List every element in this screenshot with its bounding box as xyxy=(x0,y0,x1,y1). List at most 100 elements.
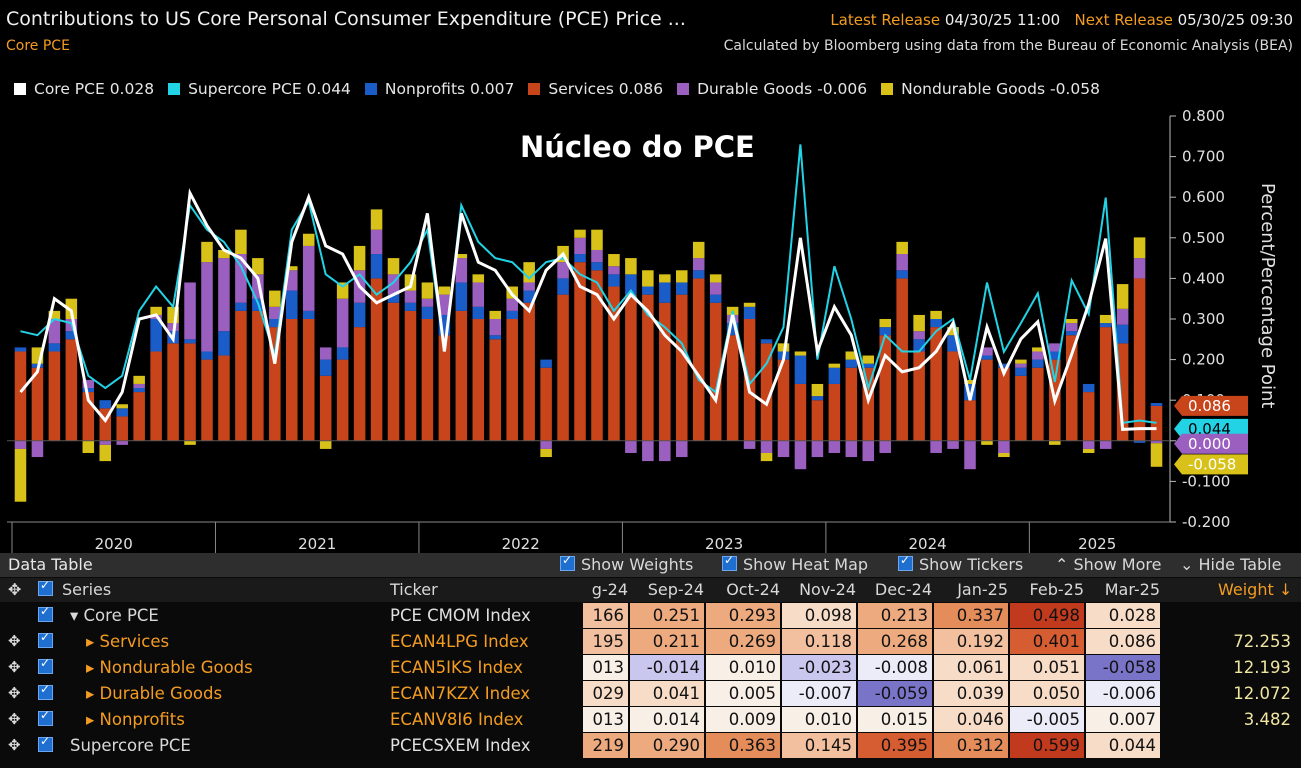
bar-nonprofits xyxy=(523,290,535,303)
x-year-label: 2023 xyxy=(705,535,743,553)
month-column-header[interactable]: Nov-24 xyxy=(799,580,856,599)
month-column-header[interactable]: Oct-24 xyxy=(726,580,780,599)
ticker-column-header[interactable]: Ticker xyxy=(390,580,438,599)
show-heat-map-toggle[interactable]: Show Heat Map xyxy=(722,553,868,574)
checkbox-icon xyxy=(560,553,575,571)
bar-durable-goods xyxy=(1116,308,1129,325)
bar-durable-goods xyxy=(455,258,468,283)
show-weights-toggle[interactable]: Show Weights xyxy=(560,553,693,574)
y-tick-label: 0.600 xyxy=(1182,188,1225,206)
bar-nondurable-goods xyxy=(1049,440,1061,445)
row-checkbox[interactable] xyxy=(38,630,59,651)
weight-column-header[interactable]: Weight ↓ xyxy=(1218,580,1293,599)
bar-durable-goods xyxy=(625,440,637,453)
legend-label: Nondurable Goods -0.058 xyxy=(901,80,1100,98)
legend-item[interactable]: Nondurable Goods -0.058 xyxy=(881,80,1100,98)
bar-durable-goods xyxy=(201,262,213,352)
month-column-header[interactable]: Sep-24 xyxy=(647,580,704,599)
table-row[interactable]: ✥ Supercore PCE PCECSXEM Index 2190.2900.36… xyxy=(0,733,1301,759)
bar-durable-goods xyxy=(1032,351,1044,360)
bar-nondurable-goods xyxy=(794,351,807,356)
bar-nonprofits xyxy=(353,302,366,328)
bar-nonprofits xyxy=(506,310,518,319)
bar-nondurable-goods xyxy=(540,448,552,458)
bar-durable-goods xyxy=(438,294,451,315)
month-column-header[interactable]: Dec-24 xyxy=(874,580,932,599)
bar-durable-goods xyxy=(421,298,434,307)
bar-nondurable-goods xyxy=(218,249,230,259)
legend-item[interactable]: Supercore PCE 0.044 xyxy=(168,80,351,98)
show-tickers-toggle[interactable]: Show Tickers xyxy=(898,553,1023,574)
month-column-header[interactable]: g-24 xyxy=(591,580,628,599)
bar-nondurable-goods xyxy=(269,290,281,307)
value-cell: 0.010 xyxy=(706,655,780,680)
next-release-label: Next Release xyxy=(1074,11,1173,29)
show-more-button[interactable]: ⌃ Show More xyxy=(1055,555,1162,574)
bar-services xyxy=(48,351,61,441)
series-column-header[interactable]: Series xyxy=(62,580,112,599)
bar-nonprofits xyxy=(862,363,875,368)
legend-item[interactable]: Durable Goods -0.006 xyxy=(677,80,867,98)
value-cell: 0.290 xyxy=(630,733,704,758)
plot-area xyxy=(7,116,1170,522)
bar-durable-goods xyxy=(1065,323,1078,332)
table-row[interactable]: ✥ ▸ Nonprofits ECANV8I6 Index 0130.0140.009… xyxy=(0,707,1301,733)
bar-nonprofits xyxy=(235,302,247,311)
row-checkbox[interactable] xyxy=(38,604,59,625)
bar-durable-goods xyxy=(777,440,790,458)
bar-services xyxy=(336,359,349,441)
select-all-checkbox[interactable] xyxy=(38,578,59,599)
bar-nonprofits xyxy=(1116,324,1129,344)
series-name: ▸ Nonprofits xyxy=(86,710,185,729)
value-cell: 0.213 xyxy=(858,603,932,628)
bar-services xyxy=(777,359,790,441)
value-cell: 0.039 xyxy=(934,681,1008,706)
x-year-label: 2022 xyxy=(502,535,540,553)
bar-durable-goods xyxy=(31,440,44,458)
bar-durable-goods xyxy=(370,229,383,255)
row-checkbox[interactable] xyxy=(38,734,59,755)
bar-durable-goods xyxy=(82,379,95,389)
move-icon[interactable]: ✥ xyxy=(8,736,21,754)
legend-item[interactable]: Nonprofits 0.007 xyxy=(364,80,514,98)
bar-nondurable-goods xyxy=(1082,448,1095,453)
value-cell: -0.023 xyxy=(782,655,856,680)
legend-item[interactable]: Services 0.086 xyxy=(528,80,663,98)
bar-durable-goods xyxy=(336,298,349,348)
bar-nondurable-goods xyxy=(743,302,756,307)
bar-durable-goods xyxy=(523,282,535,291)
month-column-header[interactable]: Mar-25 xyxy=(1104,580,1160,599)
month-column-header[interactable]: Feb-25 xyxy=(1029,580,1084,599)
value-cell: 0.363 xyxy=(706,733,780,758)
move-icon[interactable]: ✥ xyxy=(8,710,21,728)
bar-durable-goods xyxy=(981,347,993,356)
row-checkbox[interactable] xyxy=(38,708,59,729)
bar-nonprofits xyxy=(930,319,942,328)
value-cell: 0.050 xyxy=(1010,681,1084,706)
move-icon[interactable]: ✥ xyxy=(8,580,22,599)
legend-item[interactable]: Core PCE 0.028 xyxy=(14,80,154,98)
bar-services xyxy=(1015,375,1027,441)
bar-nonprofits xyxy=(574,254,586,263)
bar-nonprofits xyxy=(1150,403,1163,406)
bar-services xyxy=(455,310,468,441)
bar-durable-goods xyxy=(862,440,875,462)
bar-services xyxy=(438,335,451,441)
month-column-header[interactable]: Jan-25 xyxy=(957,580,1008,599)
bar-durable-goods xyxy=(472,282,485,307)
row-checkbox[interactable] xyxy=(38,656,59,677)
hide-table-button[interactable]: ⌄ Hide Table xyxy=(1180,555,1282,574)
bar-nondurable-goods xyxy=(1015,359,1027,364)
move-icon[interactable]: ✥ xyxy=(8,684,21,702)
move-icon[interactable]: ✥ xyxy=(8,658,21,676)
move-icon[interactable]: ✥ xyxy=(8,632,21,650)
bar-durable-goods xyxy=(269,306,281,319)
bar-nondurable-goods xyxy=(692,241,705,259)
bar-services xyxy=(506,319,518,441)
row-checkbox[interactable] xyxy=(38,682,59,703)
bar-durable-goods xyxy=(642,440,654,462)
